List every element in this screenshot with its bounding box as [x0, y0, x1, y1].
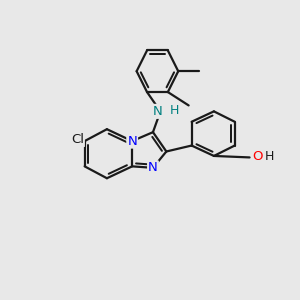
Text: N: N — [148, 161, 158, 174]
Text: O: O — [252, 150, 262, 163]
Text: H: H — [170, 104, 179, 117]
Text: N: N — [153, 105, 163, 118]
Text: N: N — [127, 135, 137, 148]
Text: H: H — [265, 150, 274, 163]
Text: Cl: Cl — [71, 134, 84, 146]
